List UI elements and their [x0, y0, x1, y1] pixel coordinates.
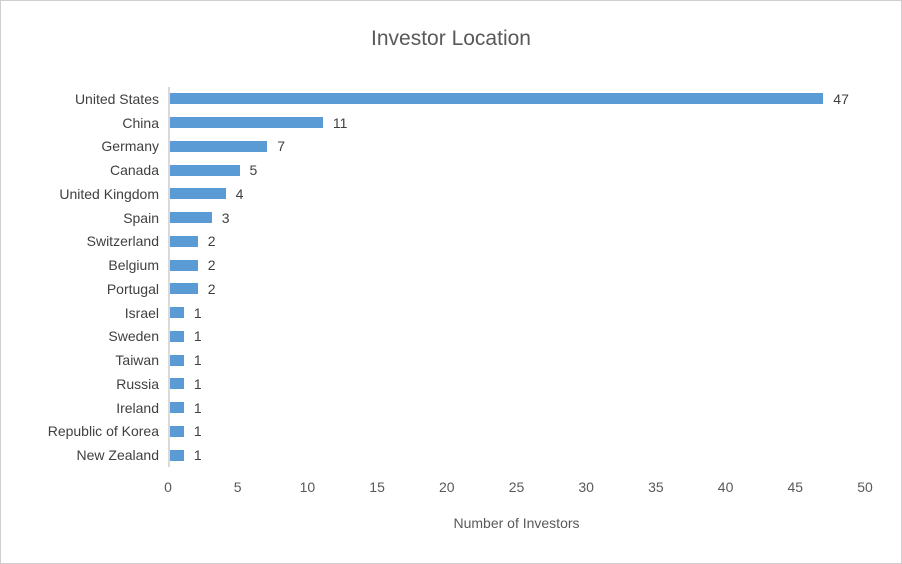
plot-area: 47 11 7 5 4 3 2 2 2 1 1 1 1 1 1 1 — [168, 87, 865, 467]
bar-row: 11 — [168, 111, 865, 135]
x-axis-tick-label: 15 — [369, 479, 385, 495]
bar-row: 1 — [168, 325, 865, 349]
category-axis: United States China Germany Canada United Ki… — [11, 87, 159, 467]
bar — [170, 117, 323, 129]
y-axis-line — [168, 87, 170, 467]
value-label: 1 — [193, 375, 202, 392]
x-axis-tick-label: 50 — [857, 479, 873, 495]
bar-row: 2 — [168, 253, 865, 277]
x-axis-ticks: 0 5 10 15 20 25 30 35 40 45 50 — [164, 479, 873, 497]
bar-row: 4 — [168, 182, 865, 206]
category-label: Israel — [124, 304, 159, 321]
bar — [170, 378, 184, 390]
category-label: United Kingdom — [59, 185, 159, 202]
bar-row: 3 — [168, 206, 865, 230]
x-axis-tick-label: 35 — [648, 479, 664, 495]
bar — [170, 188, 226, 200]
bar — [170, 140, 268, 152]
x-axis-tick-label: 0 — [164, 479, 172, 495]
category-label: Sweden — [108, 328, 159, 345]
value-label: 1 — [193, 447, 202, 464]
value-label: 47 — [833, 90, 849, 107]
category-label: Portugal — [106, 280, 159, 297]
bar — [170, 307, 184, 319]
category-label: Germany — [101, 138, 159, 155]
value-label: 7 — [277, 138, 286, 155]
bar — [170, 330, 184, 342]
value-label: 2 — [207, 257, 216, 274]
value-label: 3 — [221, 209, 230, 226]
category-label: Russia — [116, 375, 159, 392]
category-label: Taiwan — [115, 352, 159, 369]
bar — [170, 354, 184, 366]
value-label: 1 — [193, 399, 202, 416]
category-label: Spain — [123, 209, 159, 226]
value-label: 11 — [332, 114, 348, 131]
category-label: Switzerland — [86, 233, 159, 250]
category-label: China — [122, 114, 159, 131]
bar — [170, 93, 824, 105]
bar-row: 2 — [168, 230, 865, 254]
x-axis-tick-label: 30 — [578, 479, 594, 495]
value-label: 5 — [249, 162, 258, 179]
bar — [170, 425, 184, 437]
category-label: Republic of Korea — [47, 423, 159, 440]
x-axis-tick-label: 25 — [508, 479, 525, 495]
bar-row: 47 — [168, 87, 865, 111]
x-axis-title: Number of Investors — [453, 515, 580, 531]
x-axis-tick-label: 5 — [233, 479, 242, 495]
value-label: 2 — [207, 280, 216, 297]
bar-row: 5 — [168, 158, 865, 182]
value-label: 1 — [193, 423, 202, 440]
bar — [170, 259, 198, 271]
bar — [170, 283, 198, 295]
value-label: 1 — [193, 304, 202, 321]
value-label: 1 — [193, 352, 202, 369]
value-label: 4 — [235, 185, 244, 202]
bar-row: 1 — [168, 443, 865, 467]
x-axis-tick-label: 40 — [717, 479, 734, 495]
bar — [170, 402, 184, 414]
value-label: 2 — [207, 233, 216, 250]
bar — [170, 164, 240, 176]
x-axis-tick-label: 45 — [787, 479, 804, 495]
bar-row: 1 — [168, 420, 865, 444]
bar — [170, 235, 198, 247]
bar-row: 7 — [168, 135, 865, 159]
bar — [170, 212, 212, 224]
category-label: Belgium — [108, 257, 159, 274]
x-axis-tick-label: 10 — [299, 479, 316, 495]
bar-row: 1 — [168, 372, 865, 396]
category-label: United States — [74, 90, 159, 107]
bar-row: 2 — [168, 277, 865, 301]
x-axis-tick-label: 20 — [439, 479, 455, 495]
category-label: Ireland — [116, 399, 159, 416]
chart-title: Investor Location — [371, 27, 531, 50]
category-label: New Zealand — [76, 447, 160, 464]
bar-row: 1 — [168, 396, 865, 420]
bar — [170, 449, 184, 461]
bar-row: 1 — [168, 301, 865, 325]
bar-row: 1 — [168, 348, 865, 372]
value-label: 1 — [193, 328, 202, 345]
category-label: Canada — [109, 162, 159, 179]
